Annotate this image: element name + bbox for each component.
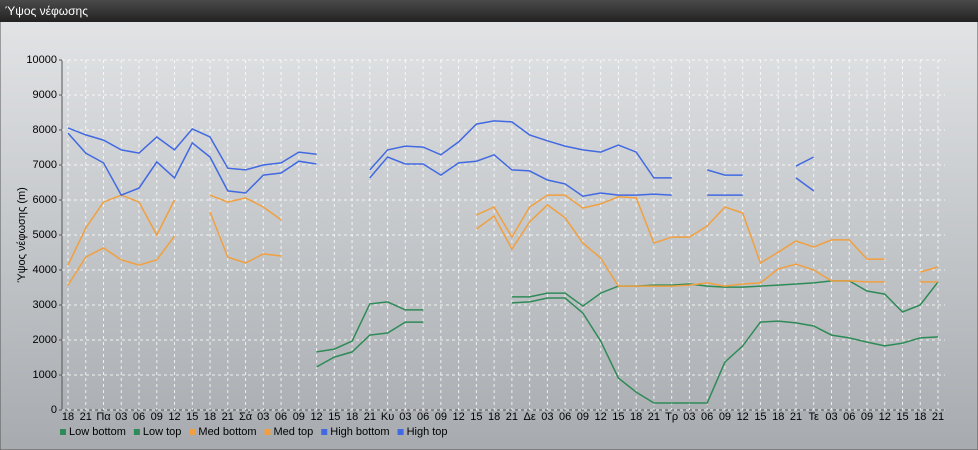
legend-label: High top (407, 426, 448, 438)
y-tick-label: 7000 (33, 159, 57, 171)
y-axis-label: Ύψος νέφωσης (m) (16, 187, 28, 283)
x-tick-label: 12 (168, 411, 180, 423)
series-line (67, 120, 815, 179)
x-tick-label: 18 (346, 411, 358, 423)
x-tick-label: 03 (115, 411, 127, 423)
y-tick-label: 5000 (33, 229, 57, 241)
y-tick-label: 6000 (33, 194, 57, 206)
legend-label: Low top (143, 426, 182, 438)
legend-swatch (189, 429, 196, 435)
x-tick-label: 03 (541, 411, 553, 423)
x-tick-label: Σά (239, 411, 253, 423)
x-tick-label: 21 (222, 411, 234, 423)
x-tick-label: 09 (435, 411, 447, 423)
y-tick-label: 9000 (33, 89, 57, 101)
x-tick-label: 06 (133, 411, 145, 423)
x-tick-label: 18 (488, 411, 500, 423)
x-tick-label: 15 (612, 411, 624, 423)
x-tick-label: 18 (62, 411, 74, 423)
x-tick-label: 09 (151, 411, 163, 423)
x-tick-label: 12 (737, 411, 749, 423)
x-tick-label: 21 (80, 411, 92, 423)
x-tick-label: 21 (506, 411, 518, 423)
x-tick-label: 09 (293, 411, 305, 423)
x-tick-label: 15 (896, 411, 908, 423)
y-tick-label: 0 (51, 404, 57, 416)
y-tick-label: 10000 (26, 54, 57, 66)
x-tick-label: 12 (310, 411, 322, 423)
series-line (67, 203, 938, 287)
x-tick-label: 06 (417, 411, 429, 423)
x-tick-label: 09 (719, 411, 731, 423)
x-tick-label: 12 (595, 411, 607, 423)
x-tick-label: 15 (470, 411, 482, 423)
y-tick-label: 3000 (33, 299, 57, 311)
x-tick-label: 03 (683, 411, 695, 423)
x-tick-label: 15 (186, 411, 198, 423)
x-tick-label: 03 (399, 411, 411, 423)
x-tick-label: 18 (772, 411, 784, 423)
x-tick-label: 06 (843, 411, 855, 423)
legend-label: Low bottom (69, 426, 126, 438)
x-tick-label: 15 (328, 411, 340, 423)
x-tick-label: 06 (701, 411, 713, 423)
x-tick-label: 21 (364, 411, 376, 423)
legend-swatch (133, 429, 140, 435)
chart-title: Ύψος νέφωσης (5, 4, 88, 18)
legend-label: Med bottom (198, 426, 256, 438)
legend-swatch (60, 429, 66, 435)
y-tick-label: 4000 (33, 264, 57, 276)
y-tick-label: 8000 (33, 124, 57, 136)
y-tick-label: 2000 (33, 334, 57, 346)
x-tick-label: 18 (204, 411, 216, 423)
legend-swatch (264, 429, 271, 435)
legend-label: Med top (274, 426, 314, 438)
x-tick-label: 18 (630, 411, 642, 423)
x-tick-label: 18 (914, 411, 926, 423)
x-tick-label: Κυ (381, 411, 394, 423)
x-tick-label: 09 (861, 411, 873, 423)
legend-swatch (397, 429, 404, 435)
series-line (316, 280, 939, 353)
x-tick-label: 21 (648, 411, 660, 423)
x-tick-label: 21 (790, 411, 802, 423)
x-tick-label: Τε (809, 411, 820, 423)
x-tick-label: 15 (754, 411, 766, 423)
legend-swatch (321, 429, 328, 435)
series-line (316, 297, 939, 404)
x-tick-label: 12 (879, 411, 891, 423)
x-tick-label: 03 (825, 411, 837, 423)
series-line (67, 132, 815, 197)
legend-label: High bottom (330, 426, 389, 438)
header-bar (0, 0, 978, 22)
x-tick-label: 06 (275, 411, 287, 423)
x-tick-label: 03 (257, 411, 269, 423)
x-tick-label: 12 (452, 411, 464, 423)
x-tick-label: Πα (96, 411, 111, 423)
y-tick-label: 1000 (33, 369, 57, 381)
x-tick-label: 21 (932, 411, 944, 423)
x-tick-label: Δε (523, 411, 535, 423)
x-tick-label: Τρ (665, 411, 678, 423)
x-tick-label: 09 (577, 411, 589, 423)
x-tick-label: 06 (559, 411, 571, 423)
